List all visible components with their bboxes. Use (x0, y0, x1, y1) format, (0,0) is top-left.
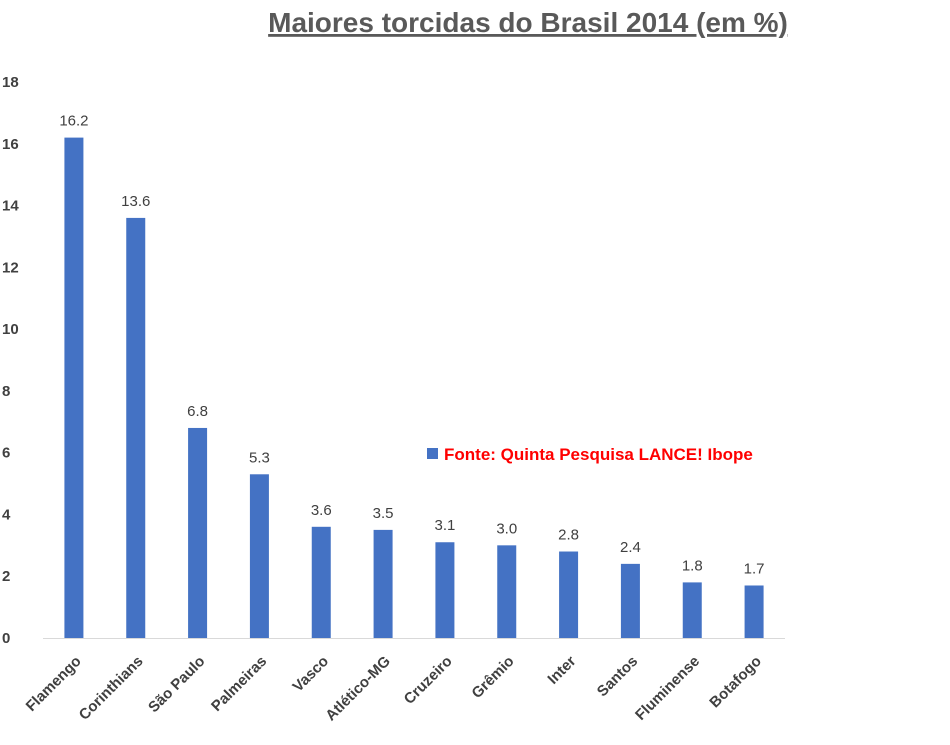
bar (559, 551, 579, 638)
y-tick-label: 10 (2, 321, 19, 338)
y-tick-label: 16 (2, 136, 19, 153)
data-label: 3.5 (373, 505, 394, 522)
data-label: 16.2 (59, 113, 88, 130)
x-tick-label: Cruzeiro (401, 653, 456, 708)
bar (249, 474, 269, 638)
y-axis: 0 2 4 6 8 10 12 14 16 18 (2, 74, 19, 647)
x-tick-label: Fluminense (632, 653, 703, 724)
x-tick-label: Atlético-MG (322, 653, 394, 725)
x-tick-label: Grêmio (468, 653, 517, 702)
y-tick-label: 6 (2, 445, 10, 462)
x-tick-label: Vasco (289, 653, 332, 696)
y-tick-label: 8 (2, 383, 10, 400)
bar (620, 563, 640, 638)
data-label: 3.1 (434, 517, 455, 534)
x-tick-label: Flamengo (23, 653, 85, 715)
y-tick-label: 4 (2, 506, 11, 523)
data-label: 6.8 (187, 403, 208, 420)
data-label: 2.8 (558, 527, 579, 544)
legend-label: Fonte: Quinta Pesquisa LANCE! Ibope (444, 445, 753, 464)
y-tick-label: 18 (2, 74, 19, 91)
bar (311, 526, 331, 638)
y-tick-label: 12 (2, 259, 19, 276)
data-label: 5.3 (249, 449, 270, 466)
x-tick-label: São Paulo (145, 653, 208, 716)
chart-title: Maiores torcidas do Brasil 2014 (em %) (268, 7, 788, 38)
x-tick-label: Palmeiras (208, 653, 270, 715)
legend: Fonte: Quinta Pesquisa LANCE! Ibope (427, 445, 753, 464)
data-labels: 16.2 13.6 6.8 5.3 3.6 3.5 3.1 3.0 2.8 2.4 1.8 1.7 (59, 113, 764, 578)
bar (64, 137, 84, 638)
x-tick-label: Botafogo (706, 653, 765, 712)
bar (126, 217, 146, 638)
y-tick-label: 14 (2, 198, 19, 215)
bars (64, 137, 764, 638)
x-tick-label: Corinthians (76, 653, 147, 724)
bar (497, 545, 517, 638)
data-label: 1.7 (744, 560, 765, 577)
y-tick-label: 0 (2, 630, 10, 647)
y-tick-label: 2 (2, 568, 10, 585)
bar (373, 529, 393, 638)
x-tick-label: Santos (594, 653, 641, 700)
bar (682, 582, 702, 638)
bar (188, 427, 208, 638)
x-tick-label: Inter (544, 653, 579, 688)
data-label: 2.4 (620, 539, 641, 556)
data-label: 13.6 (121, 193, 150, 210)
data-label: 3.0 (496, 520, 517, 537)
data-label: 1.8 (682, 557, 703, 574)
legend-swatch (427, 448, 438, 459)
bar (744, 585, 764, 638)
bar (435, 542, 455, 638)
data-label: 3.6 (311, 502, 332, 519)
